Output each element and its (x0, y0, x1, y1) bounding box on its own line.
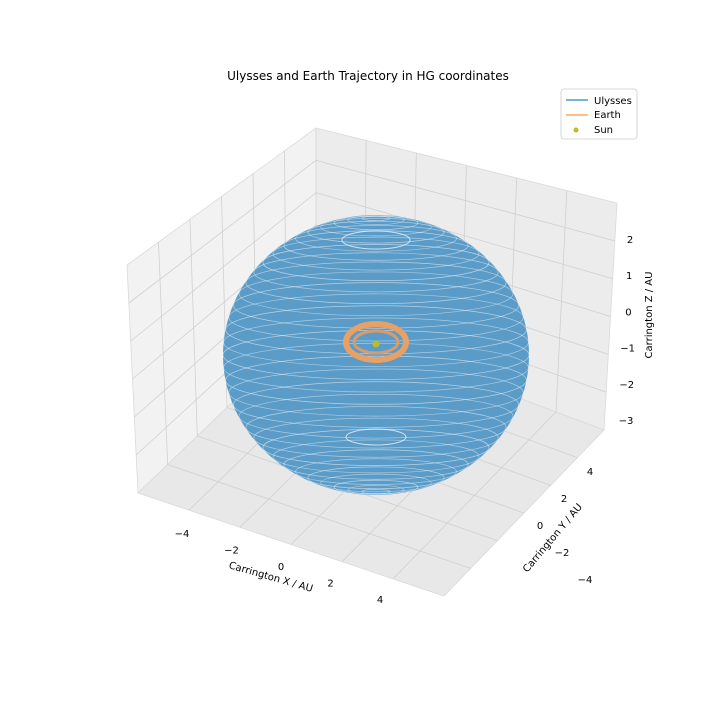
ulysses-north-polar-loop (341, 230, 411, 250)
ulysses-orbit-band (238, 271, 514, 317)
ulysses-orbit-band (295, 458, 457, 485)
z-axis-label: Carrington Z / AU (644, 272, 655, 359)
y-tick-label: −4 (578, 575, 593, 586)
x-axis-label: Carrington X / AU (227, 560, 314, 595)
ulysses-trajectory (222, 215, 530, 495)
ulysses-orbit-band (262, 244, 490, 282)
z-tick-labels: 2 1 0 −1 −2 −3 (619, 235, 635, 427)
z-tick-label: −1 (620, 344, 635, 355)
legend-sun-swatch (573, 127, 579, 133)
ulysses-orbit-band (361, 489, 391, 495)
ulysses-orbit-band (307, 466, 445, 490)
ulysses-sphere (223, 215, 529, 495)
y-tick-label: 0 (537, 521, 543, 532)
ulysses-orbit-band (307, 220, 445, 244)
y-tick-label: −2 (555, 548, 570, 559)
ulysses-orbit-band (253, 417, 499, 458)
ulysses-orbit-band (320, 473, 432, 493)
x-tick-label: 0 (278, 562, 284, 573)
ulysses-orbit-band (272, 439, 480, 474)
ulysses-orbit-band (223, 317, 529, 368)
earth-orbit (343, 321, 409, 363)
x-tick-label: −2 (224, 546, 239, 557)
x-tick-label: 2 (327, 579, 333, 590)
y-tick-label: 2 (561, 494, 567, 505)
earth-orbit-outer (343, 321, 409, 363)
ulysses-orbit-band (245, 406, 507, 449)
z-tick-label: −3 (619, 416, 634, 427)
ulysses-orbit-band (238, 393, 514, 439)
ulysses-orbit-band (225, 355, 527, 405)
y-tick-label: 4 (587, 467, 593, 478)
earth-orbit-inner (352, 329, 400, 355)
ulysses-orbit-band (232, 381, 520, 428)
z-tick-label: 0 (625, 307, 631, 318)
legend-box (560, 88, 638, 140)
ulysses-orbit-band (347, 485, 405, 495)
x-tick-labels: −4 −2 0 2 4 (175, 529, 384, 606)
ulysses-orbit-band (245, 261, 507, 304)
legend-sun-label: Sun (594, 125, 613, 136)
ulysses-south-polar-loop (345, 428, 407, 446)
y-tick-labels: −4 −2 0 2 4 (537, 467, 593, 586)
sun-marker (372, 340, 380, 348)
z-tick-label: −2 (619, 380, 634, 391)
legend-ulysses-label: Ulysses (594, 96, 632, 107)
legend: Ulysses Earth Sun (560, 88, 638, 140)
legend-earth-label: Earth (594, 110, 621, 121)
y-axis-label: Carrington Y / AU (521, 502, 585, 575)
z-tick-label: 1 (626, 271, 632, 282)
ulysses-orbit-band (333, 215, 419, 231)
ulysses-orbit-band (228, 368, 524, 417)
chart-title: Ulysses and Earth Trajectory in HG coord… (227, 69, 509, 83)
x-tick-label: 4 (377, 595, 383, 606)
x-tick-label: −4 (175, 529, 190, 540)
ulysses-orbit-band (320, 217, 432, 237)
ulysses-orbit-band (232, 282, 520, 329)
ulysses-orbit-band (283, 449, 469, 480)
ulysses-orbit-band (272, 236, 480, 271)
ulysses-orbit-band (347, 215, 405, 225)
ulysses-orbit-band (253, 252, 499, 293)
z-tick-label: 2 (627, 235, 633, 246)
